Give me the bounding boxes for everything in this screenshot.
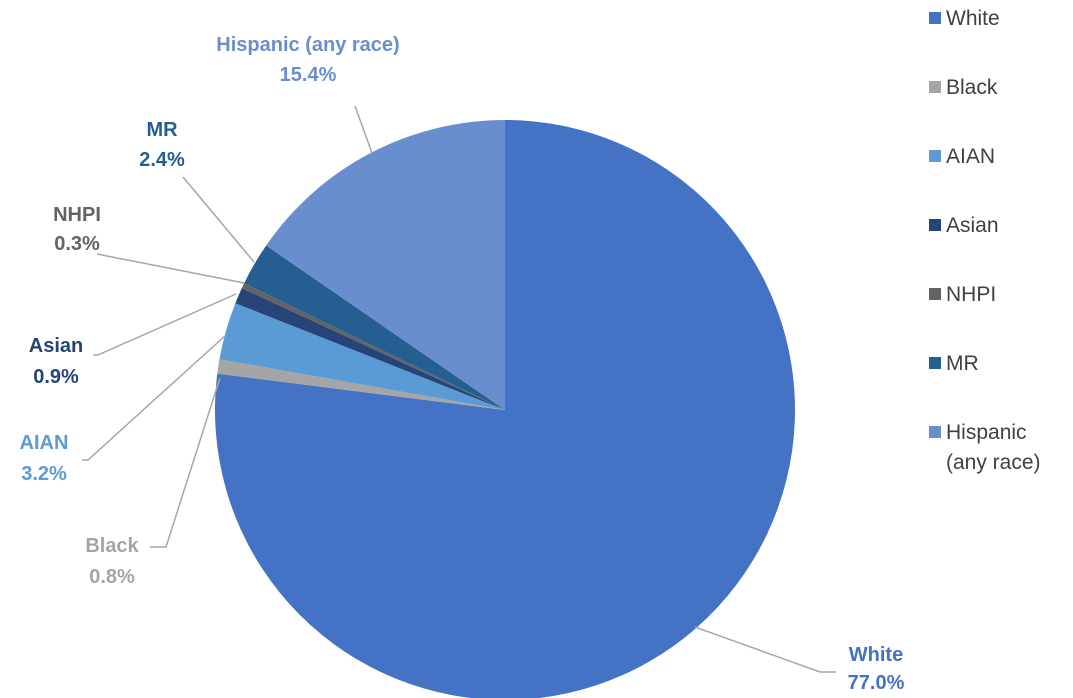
pie-slice-nhpi — [241, 283, 505, 410]
data-labels: White 77.0% Black 0.8% AIAN 3.2% Asian 0.9% NHPI… — [20, 34, 905, 694]
data-label-name-white: White — [849, 644, 903, 666]
leader-line-mr — [182, 176, 255, 263]
leader-line-hispanic-any-race — [354, 105, 373, 154]
pie-slice-mr — [244, 245, 505, 410]
pie-slice-hispanic-any-race — [266, 119, 505, 410]
data-label-value-mr: 2.4% — [139, 149, 185, 171]
data-label-name-black: Black — [85, 535, 139, 557]
legend-swatch-nhpi — [929, 288, 941, 300]
leader-line-aian — [82, 334, 227, 461]
legend-label-aian: AIAN — [946, 145, 995, 168]
pie-slice-white — [215, 120, 795, 698]
legend-label-mr: MR — [946, 352, 979, 375]
legend-swatch-white — [929, 12, 941, 24]
legend-label-hispanic-any-race-line-2: (any race) — [946, 451, 1041, 474]
leader-line-black — [150, 377, 221, 548]
data-label-value-asian: 0.9% — [33, 366, 79, 388]
legend-label-nhpi: NHPI — [946, 283, 996, 306]
leader-line-asian — [93, 293, 237, 356]
legend-label-asian: Asian — [946, 214, 999, 237]
pie-slice-asian — [235, 288, 506, 410]
leader-line-nhpi — [96, 253, 245, 284]
pie-slices — [215, 119, 795, 698]
data-label-value-nhpi: 0.3% — [54, 233, 100, 255]
leader-line-white — [694, 626, 836, 673]
legend-swatch-aian — [929, 150, 941, 162]
data-label-name-mr: MR — [146, 119, 178, 141]
legend-swatch-asian — [929, 219, 941, 231]
data-label-name-asian: Asian — [29, 335, 83, 357]
legend-swatch-mr — [929, 357, 941, 369]
data-label-name-hispanic-any-race: Hispanic (any race) — [216, 34, 399, 56]
legend-label-black: Black — [946, 76, 998, 99]
data-label-value-aian: 3.2% — [21, 463, 67, 485]
legend-swatch-black — [929, 81, 941, 93]
pie-slice-aian — [219, 303, 505, 410]
leader-lines — [82, 105, 836, 673]
data-label-value-hispanic-any-race: 15.4% — [280, 64, 337, 86]
data-label-name-nhpi: NHPI — [53, 204, 101, 226]
data-label-name-aian: AIAN — [20, 432, 69, 454]
pie-slice-black — [217, 359, 505, 410]
data-label-value-black: 0.8% — [89, 566, 135, 588]
legend-swatch-hispanic-any-race — [929, 426, 941, 438]
legend-label-hispanic-any-race-line-1: Hispanic — [946, 421, 1027, 444]
data-label-value-white: 77.0% — [848, 672, 905, 694]
legend-label-white: White — [946, 7, 1000, 30]
legend: White Black AIAN Asian NHPI MR Hispanic (any ra… — [929, 7, 1041, 474]
